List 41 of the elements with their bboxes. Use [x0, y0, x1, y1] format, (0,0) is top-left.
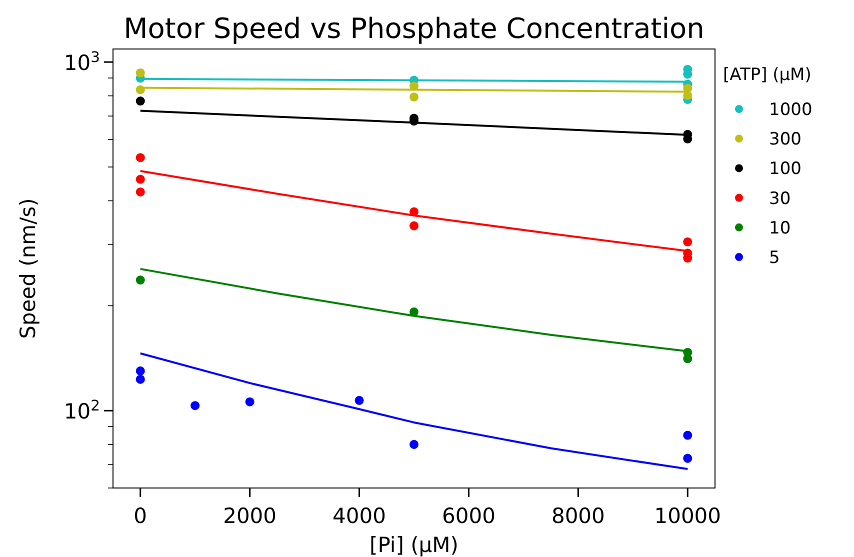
- legend-label: 30: [769, 188, 791, 209]
- point: [409, 92, 419, 102]
- point: [683, 237, 692, 246]
- line-series: [139, 352, 689, 470]
- x-tick-label: 2000: [223, 504, 277, 528]
- legend-label: 100: [769, 159, 802, 180]
- y-axis-title: Speed (nm/s): [16, 198, 40, 339]
- point: [190, 401, 200, 410]
- chart-title: Motor Speed vs Phosphate Concentration: [124, 12, 704, 45]
- point: [245, 397, 254, 406]
- x-tick-label: 6000: [442, 504, 496, 528]
- point: [136, 276, 145, 285]
- point: [409, 207, 419, 216]
- point: [136, 187, 145, 196]
- point: [136, 153, 145, 162]
- legend-label: 1000: [769, 100, 812, 120]
- point: [136, 85, 145, 94]
- x-axis-title: [Pi] (μM): [370, 533, 458, 557]
- point: [409, 82, 419, 91]
- point: [409, 307, 419, 316]
- point: [136, 68, 145, 78]
- x-tick-label: 0: [134, 504, 148, 528]
- legend-label: 10: [769, 218, 791, 238]
- x-tick-label: 10000: [654, 504, 722, 528]
- legend-title: [ATP] (μM): [723, 65, 812, 85]
- y-tick-label: 10$^{3}$: [64, 48, 100, 76]
- point: [683, 454, 692, 463]
- point: [354, 396, 364, 405]
- y-tick-label: 10$^{2}$: [64, 397, 100, 424]
- point: [409, 440, 419, 449]
- point: [683, 90, 692, 100]
- point: [136, 96, 145, 106]
- legend-label: 5: [769, 248, 780, 268]
- x-tick-label: 8000: [551, 504, 605, 528]
- point: [136, 366, 145, 376]
- point: [683, 430, 692, 440]
- x-tick-label: 4000: [332, 504, 386, 528]
- point: [136, 374, 145, 384]
- point: [136, 174, 145, 184]
- point: [409, 221, 419, 230]
- legend-label: 300: [769, 130, 802, 150]
